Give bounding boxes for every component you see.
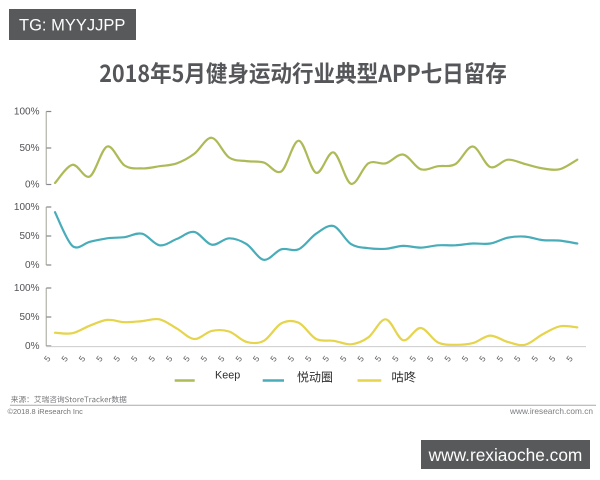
svg-text:5: 5: [42, 353, 53, 363]
svg-text:100%: 100%: [14, 202, 40, 213]
svg-text:100%: 100%: [14, 283, 40, 294]
svg-text:50%: 50%: [19, 143, 39, 154]
svg-text:5: 5: [94, 353, 105, 363]
svg-text:5: 5: [460, 353, 471, 363]
svg-text:5: 5: [547, 353, 558, 363]
svg-text:5: 5: [233, 353, 244, 363]
svg-text:5: 5: [564, 353, 575, 363]
svg-text:5: 5: [512, 353, 523, 363]
svg-text:5: 5: [251, 353, 262, 363]
svg-text:©2018.8 iResearch Inc: ©2018.8 iResearch Inc: [8, 407, 84, 416]
svg-text:TG: MYYJJPP: TG: MYYJJPP: [19, 17, 125, 35]
svg-text:5: 5: [198, 353, 209, 363]
svg-text:5: 5: [129, 353, 140, 363]
svg-text:5: 5: [216, 353, 227, 363]
svg-text:5: 5: [390, 353, 401, 363]
svg-text:5: 5: [77, 353, 88, 363]
svg-text:5: 5: [285, 353, 296, 363]
svg-text:5: 5: [164, 353, 175, 363]
svg-text:5: 5: [338, 353, 349, 363]
svg-text:www.iresearch.com.cn: www.iresearch.com.cn: [509, 406, 593, 416]
svg-text:5: 5: [59, 353, 70, 363]
svg-text:www.rexiaoche.com: www.rexiaoche.com: [428, 445, 583, 465]
svg-text:5: 5: [111, 353, 122, 363]
svg-text:50%: 50%: [19, 231, 39, 242]
svg-text:5: 5: [425, 353, 436, 363]
svg-text:5: 5: [355, 353, 366, 363]
svg-text:0%: 0%: [25, 341, 40, 352]
svg-text:5: 5: [373, 353, 384, 363]
svg-text:5: 5: [494, 353, 505, 363]
svg-text:5: 5: [442, 353, 453, 363]
svg-text:5: 5: [181, 353, 192, 363]
svg-text:50%: 50%: [19, 312, 39, 323]
svg-text:5: 5: [407, 353, 418, 363]
svg-text:Keep: Keep: [215, 370, 240, 382]
svg-text:5: 5: [477, 353, 488, 363]
svg-text:5: 5: [529, 353, 540, 363]
svg-text:5: 5: [303, 353, 314, 363]
svg-text:0%: 0%: [25, 179, 40, 190]
svg-text:5: 5: [146, 353, 157, 363]
svg-text:5: 5: [320, 353, 331, 363]
svg-text:0%: 0%: [25, 260, 40, 271]
svg-text:5: 5: [268, 353, 279, 363]
svg-text:100%: 100%: [14, 106, 40, 117]
